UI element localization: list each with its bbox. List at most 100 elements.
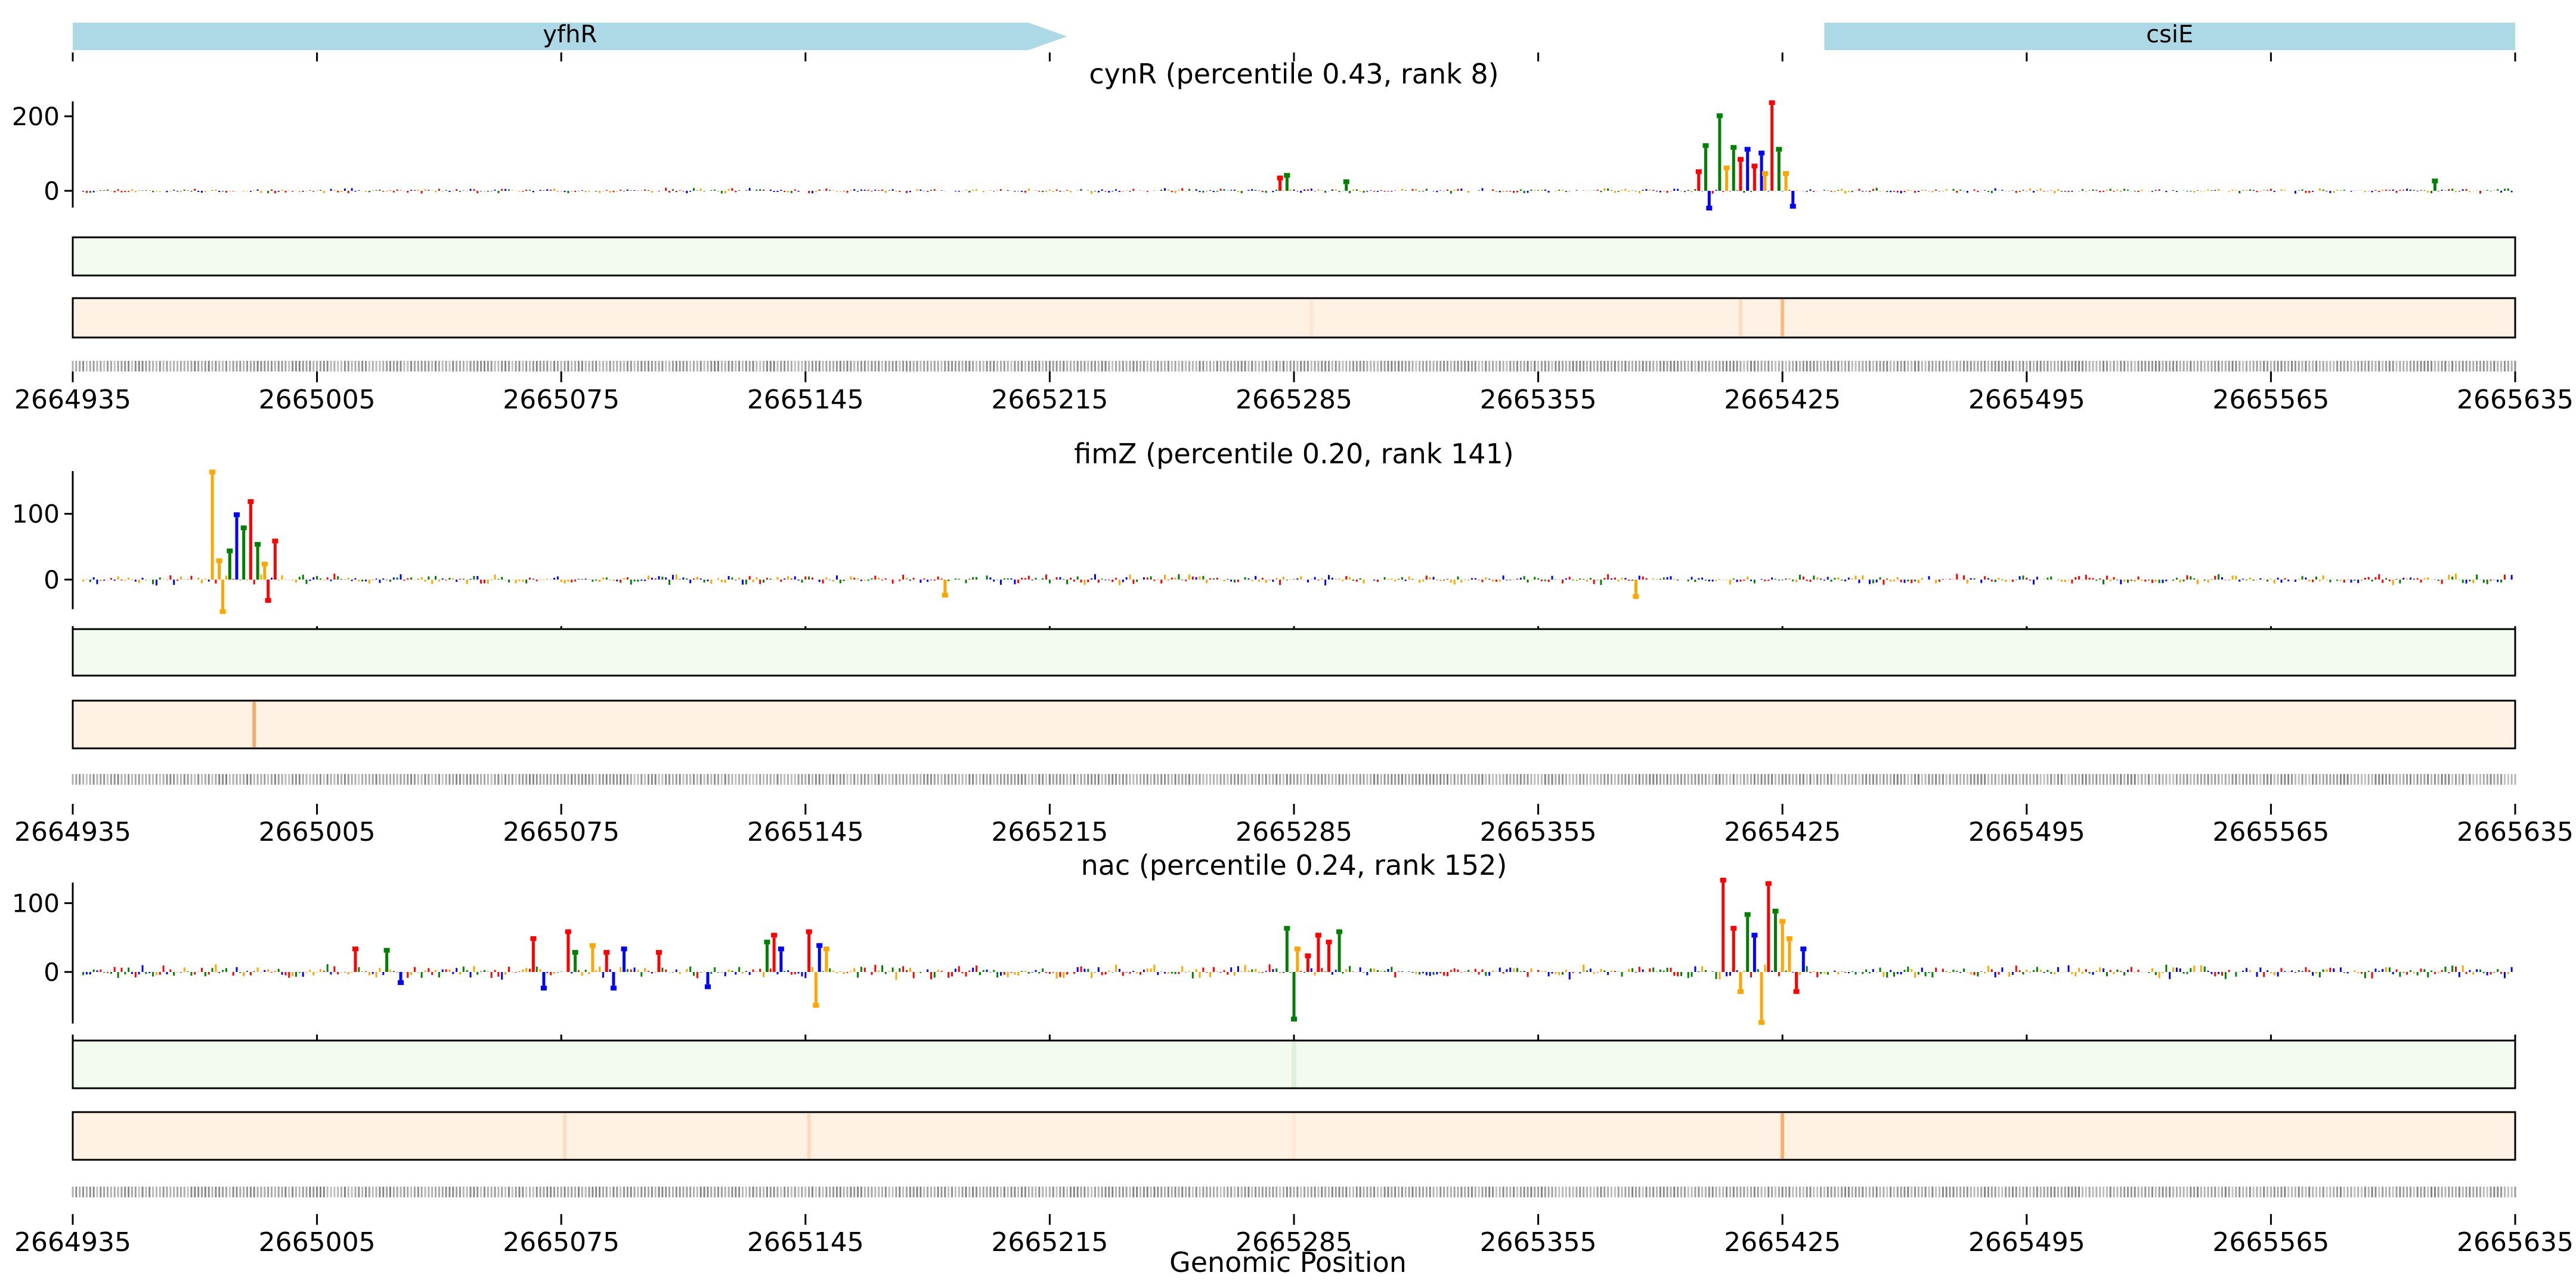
sequence-letter [605, 1187, 608, 1197]
sequence-letter [546, 361, 549, 371]
sequence-letter [972, 361, 974, 371]
peak-cap [1277, 175, 1283, 181]
sequence-letter [1118, 774, 1120, 785]
sequence-letter [1687, 361, 1689, 371]
sequence-letter [75, 774, 78, 785]
sequence-letter [2263, 361, 2265, 371]
peak-cap [1315, 933, 1321, 938]
sequence-letter [999, 361, 1002, 371]
sequence-letter [1097, 361, 1100, 371]
sequence-letter [1265, 1187, 1267, 1197]
sequence-letter [2148, 774, 2150, 785]
sequence-letter [1649, 774, 1651, 785]
sequence-letter [264, 361, 266, 371]
sequence-letter [113, 361, 116, 371]
x-tick-label: 2665495 [1968, 1227, 2085, 1258]
sequence-letter [375, 774, 377, 785]
sequence-letter [2423, 774, 2426, 785]
sequence-letter [574, 774, 577, 785]
sequence-letter [413, 1187, 416, 1197]
sequence-letter [2113, 1187, 2115, 1197]
sequence-letter [305, 774, 308, 785]
y-tick-label: 100 [12, 500, 60, 529]
sequence-letter [2018, 361, 2021, 371]
sequence-letter [1140, 361, 1142, 371]
sequence-letter [1907, 1187, 1909, 1197]
sequence-letter [1083, 774, 1086, 785]
sequence-letter [2336, 361, 2339, 371]
sequence-letter [319, 1187, 321, 1197]
sequence-letter [1317, 1187, 1320, 1197]
sequence-letter [874, 361, 877, 371]
sequence-letter [2039, 1187, 2042, 1197]
sequence-letter [1206, 774, 1208, 785]
sequence-letter [155, 361, 157, 371]
sequence-letter [699, 1187, 702, 1197]
sequence-letter [253, 361, 255, 371]
sequence-letter [818, 1187, 821, 1197]
sequence-letter [75, 361, 78, 371]
x-tick-label: 2665565 [2212, 1227, 2329, 1258]
sequence-letter [1091, 774, 1093, 785]
sequence-letter [1073, 361, 1075, 371]
sequence-letter [1565, 1187, 1567, 1197]
sequence-letter [2064, 774, 2066, 785]
sequence-letter [1778, 774, 1780, 785]
sequence-letter [187, 774, 189, 785]
sequence-letter [1596, 1187, 1599, 1197]
sequence-letter [1163, 1187, 1166, 1197]
sequence-letter [560, 774, 562, 785]
sequence-letter [2210, 774, 2213, 785]
sequence-letter [1314, 1187, 1316, 1197]
sequence-letter [2273, 774, 2275, 785]
sequence-letter [986, 1187, 988, 1197]
sequence-letter [696, 774, 698, 785]
sequence-letter [976, 361, 978, 371]
sequence-letter [256, 1187, 259, 1197]
sequence-letter [1736, 774, 1738, 785]
sequence-letter [480, 774, 482, 785]
sequence-letter [2123, 361, 2126, 371]
sequence-letter [1973, 1187, 1976, 1197]
sequence-letter [884, 774, 887, 785]
sequence-letter [1439, 774, 1442, 785]
sequence-letter [1282, 774, 1284, 785]
sequence-letter [2280, 1187, 2283, 1197]
sequence-letter [1701, 1187, 1704, 1197]
sequence-letter [166, 361, 168, 371]
sequence-letter [867, 361, 869, 371]
sequence-letter [277, 1187, 280, 1197]
sequence-letter [2308, 774, 2311, 785]
sequence-letter [703, 361, 705, 371]
sequence-letter [1485, 361, 1487, 371]
sequence-letter [1645, 361, 1648, 371]
sequence-letter [169, 774, 172, 785]
sequence-letter [588, 1187, 590, 1197]
peak-cap [1800, 946, 1807, 952]
sequence-letter [1328, 774, 1330, 785]
sequence-letter [228, 774, 231, 785]
sequence-letter [354, 1187, 357, 1197]
sequence-letter [2291, 774, 2293, 785]
sequence-letter [1809, 361, 1812, 371]
sequence-letter [1778, 361, 1780, 371]
peak-cap [1291, 1017, 1297, 1021]
sequence-letter [2259, 774, 2262, 785]
sequence-letter [1939, 361, 1941, 371]
sequence-letter [1199, 361, 1201, 371]
sequence-letter [748, 774, 751, 785]
sequence-letter [2493, 361, 2496, 371]
sequence-letter [881, 361, 884, 371]
sequence-letter [1939, 1187, 1941, 1197]
x-tick-label: 2665145 [747, 1227, 864, 1258]
sequence-letter [1492, 774, 1494, 785]
sequence-letter [1363, 361, 1365, 371]
sequence-letter [1928, 774, 1930, 785]
sequence-letter [204, 1187, 206, 1197]
sequence-letter [1596, 774, 1599, 785]
sequence-letter [1488, 361, 1491, 371]
sequence-letter [909, 361, 911, 371]
sequence-letter [1652, 1187, 1655, 1197]
sequence-letter [2095, 1187, 2098, 1197]
sequence-letter [208, 1187, 210, 1197]
